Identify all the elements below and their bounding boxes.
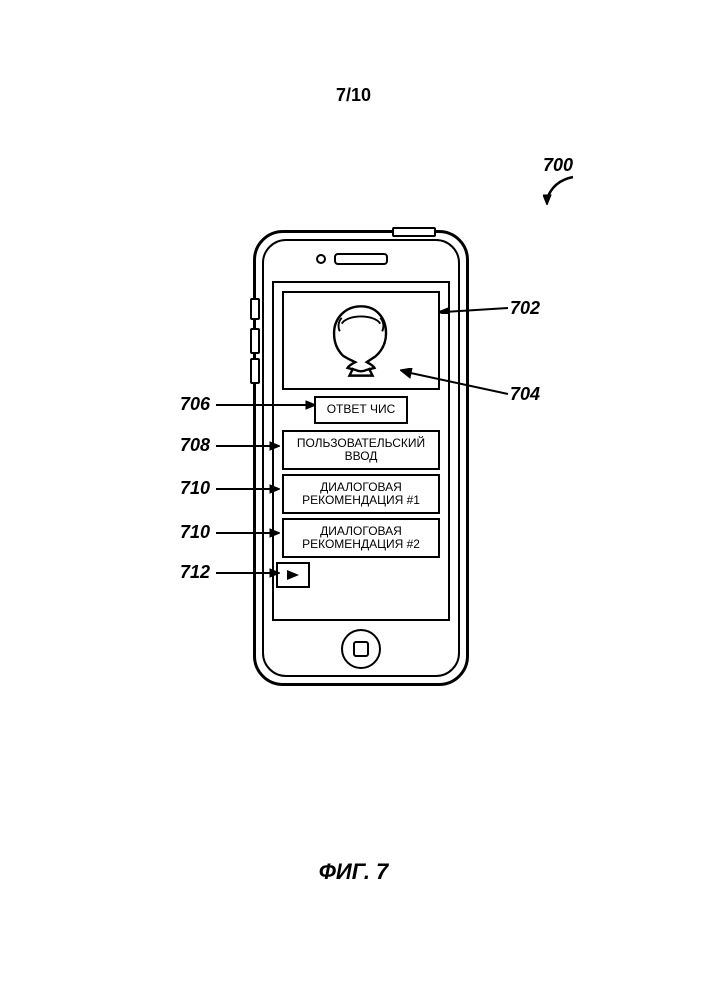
phone-screen: ОТВЕТ ЧИС ПОЛЬЗОВАТЕЛЬСКИЙ ВВОД ДИАЛОГОВ… bbox=[272, 281, 450, 621]
recommendation-1-label: ДИАЛОГОВАЯ РЕКОМЕНДАЦИЯ #1 bbox=[284, 481, 438, 507]
ref-label-710a: 710 bbox=[180, 478, 210, 499]
ref-label-710b: 710 bbox=[180, 522, 210, 543]
recommendation-2-box: ДИАЛОГОВАЯ РЕКОМЕНДАЦИЯ #2 bbox=[282, 518, 440, 558]
ref-label-702: 702 bbox=[510, 298, 540, 319]
mute-switch bbox=[250, 298, 260, 320]
page: 7/10 700 bbox=[0, 0, 707, 1000]
leader-708 bbox=[216, 441, 280, 451]
recommendation-3-box-partial bbox=[276, 562, 310, 588]
volume-down-button bbox=[250, 358, 260, 384]
phone-speaker bbox=[334, 253, 388, 265]
reply-box: ОТВЕТ ЧИС bbox=[314, 396, 408, 424]
ref-label-712: 712 bbox=[180, 562, 210, 583]
ref-label-700: 700 bbox=[543, 155, 573, 176]
chevron-right-icon bbox=[285, 569, 301, 581]
phone-device: ОТВЕТ ЧИС ПОЛЬЗОВАТЕЛЬСКИЙ ВВОД ДИАЛОГОВ… bbox=[253, 230, 469, 686]
recommendation-1-box: ДИАЛОГОВАЯ РЕКОМЕНДАЦИЯ #1 bbox=[282, 474, 440, 514]
leader-704 bbox=[400, 368, 510, 398]
ref-arrow-700 bbox=[543, 175, 583, 205]
home-button-icon bbox=[353, 641, 369, 657]
user-input-box: ПОЛЬЗОВАТЕЛЬСКИЙ ВВОД bbox=[282, 430, 440, 470]
power-button bbox=[392, 227, 436, 237]
home-button bbox=[341, 629, 381, 669]
ref-label-704: 704 bbox=[510, 384, 540, 405]
reply-label: ОТВЕТ ЧИС bbox=[327, 403, 396, 416]
page-number: 7/10 bbox=[0, 85, 707, 106]
leader-706 bbox=[216, 400, 316, 410]
figure-caption: ФИГ. 7 bbox=[0, 859, 707, 885]
leader-710a bbox=[216, 484, 280, 494]
recommendation-2-label: ДИАЛОГОВАЯ РЕКОМЕНДАЦИЯ #2 bbox=[284, 525, 438, 551]
ref-label-706: 706 bbox=[180, 394, 210, 415]
leader-710b bbox=[216, 528, 280, 538]
volume-up-button bbox=[250, 328, 260, 354]
leader-702 bbox=[438, 300, 510, 314]
user-input-label: ПОЛЬЗОВАТЕЛЬСКИЙ ВВОД bbox=[284, 437, 438, 463]
leader-712 bbox=[216, 568, 280, 578]
front-camera bbox=[316, 254, 326, 264]
ref-label-708: 708 bbox=[180, 435, 210, 456]
